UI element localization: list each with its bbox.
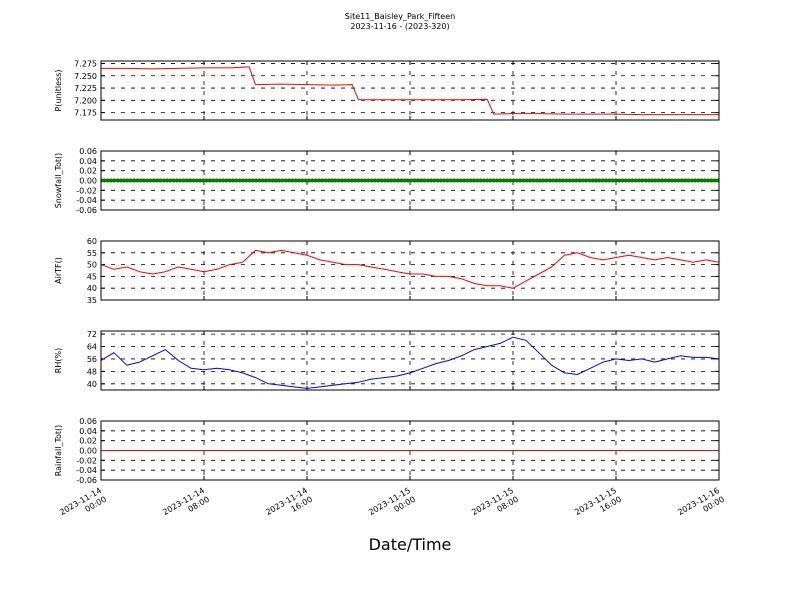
- y-tick-label: 0.04: [79, 427, 97, 436]
- plot-frame: [100, 240, 720, 301]
- y-tick-label: 7.250: [74, 72, 97, 81]
- series-group: [101, 336, 719, 389]
- series-line: [101, 249, 719, 289]
- y-tick-label: 0.02: [79, 437, 97, 446]
- plot-frame: [100, 150, 720, 211]
- y-tick-label: 72: [87, 330, 97, 339]
- series-group: [101, 66, 719, 116]
- plot-frame: [100, 330, 720, 391]
- x-tick-label: 2023-11-1408:00: [161, 486, 211, 526]
- chart-subtitle: 2023-11-16 - (2023-320): [350, 22, 449, 31]
- y-axis-label: RH(%): [54, 348, 63, 373]
- y-tick-label: 60: [87, 237, 97, 246]
- y-tick-label: -0.06: [76, 206, 97, 215]
- x-tick-label: 2023-11-1400:00: [58, 486, 108, 526]
- x-axis-label: Date/Time: [369, 535, 452, 554]
- panels: 7.175 7.200 7.225 7.250 7.275 P(unitless) -0.0…: [54, 59, 720, 485]
- y-tick-label: 7.275: [74, 59, 97, 68]
- series-group: [101, 249, 719, 289]
- series-line: [101, 66, 719, 116]
- y-tick-label: 7.200: [74, 96, 97, 105]
- y-tick-label: 0.02: [79, 167, 97, 176]
- y-tick-label: 0.06: [79, 147, 97, 156]
- y-tick-label: 48: [87, 367, 97, 376]
- y-axis-label: AirTF(): [54, 257, 63, 284]
- y-tick-label: 64: [87, 343, 97, 352]
- y-tick-label: 0.06: [79, 417, 97, 426]
- x-tick-labels: 2023-11-1400:00 2023-11-1408:00 2023-11-14…: [58, 486, 726, 526]
- plot-frame: [100, 420, 720, 481]
- y-tick-label: 40: [87, 380, 97, 389]
- y-tick-label: 0.00: [79, 177, 97, 186]
- y-axis-label: P(unitless): [54, 69, 63, 111]
- chart-title: Site11_Baisley_Park_Fifteen: [345, 12, 455, 21]
- y-tick-label: 0.04: [79, 157, 97, 166]
- y-axis-label: Snowfall_Tot(): [54, 153, 63, 209]
- y-tick-label: 7.175: [74, 109, 97, 118]
- y-tick-label: 56: [87, 355, 97, 364]
- panel-3: 35 40 45 50 55 60 AirTF(): [54, 237, 720, 305]
- x-tick-label: 2023-11-1508:00: [470, 486, 520, 526]
- panel-1: 7.175 7.200 7.225 7.250 7.275 P(unitless): [54, 59, 720, 121]
- series-line: [101, 336, 719, 389]
- y-tick-label: 45: [87, 272, 97, 281]
- y-tick-label: -0.04: [76, 196, 97, 205]
- y-axis-label: Rainfall_Tot(): [54, 425, 63, 477]
- y-tick-label: -0.04: [76, 466, 97, 475]
- y-tick-label: 35: [87, 296, 97, 305]
- x-tick-label: 2023-11-1500:00: [367, 486, 417, 526]
- panel-2: -0.06-0.04-0.020.000.020.040.06 Snowfall_…: [54, 147, 720, 215]
- y-tick-label: -0.02: [76, 456, 97, 465]
- x-tick-label: 2023-11-1416:00: [264, 486, 314, 526]
- panel-5: -0.06-0.04-0.020.000.020.040.06 Rainfall_…: [54, 417, 720, 485]
- y-tick-label: -0.06: [76, 476, 97, 485]
- x-tick-label: 2023-11-1600:00: [676, 486, 726, 526]
- plot-frame: [100, 60, 720, 121]
- panel-4: 40 48 56 64 72 RH(%): [54, 330, 720, 391]
- y-tick-label: 50: [87, 261, 97, 270]
- y-tick-label: 0.00: [79, 447, 97, 456]
- x-tick-label: 2023-11-1516:00: [573, 486, 623, 526]
- y-tick-label: 55: [87, 249, 97, 258]
- y-tick-label: 40: [87, 284, 97, 293]
- y-tick-label: -0.02: [76, 186, 97, 195]
- y-tick-label: 7.225: [74, 84, 97, 93]
